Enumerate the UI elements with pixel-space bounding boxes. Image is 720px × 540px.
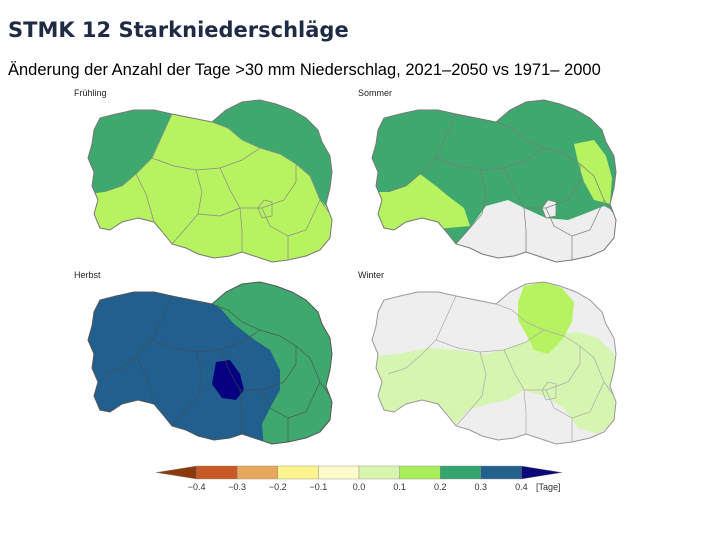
map-label-winter: Winter [358, 270, 385, 280]
colorbar-swatch [440, 465, 482, 480]
slide-title: STMK 12 Starkniederschläge [8, 18, 349, 42]
colorbar-tick-label: −0.3 [228, 482, 246, 492]
colorbar-tick-label: −0.1 [310, 482, 328, 492]
colorbar-tick-label: 0.3 [475, 482, 488, 492]
colorbar-ticks: −0.4 −0.3 −0.2 −0.1 0.0 0.1 0.2 0.3 0.4 [188, 482, 528, 492]
map-panel-spring: Frühling [74, 88, 354, 268]
map-winter [371, 281, 617, 445]
colorbar-tick-label: −0.2 [269, 482, 287, 492]
colorbar-tick-label: 0.2 [434, 482, 447, 492]
map-label-autumn: Herbst [74, 270, 101, 280]
map-summer [371, 99, 617, 263]
colorbar-tick-label: 0.4 [515, 482, 528, 492]
colorbar-swatches [155, 465, 563, 480]
colorbar-unit-label: [Tage] [536, 482, 561, 492]
slide-subtitle: Änderung der Anzahl der Tage >30 mm Nied… [8, 61, 601, 79]
map-label-summer: Sommer [358, 88, 393, 98]
map-panel-summer: Sommer [358, 88, 638, 268]
map-label-spring: Frühling [74, 88, 107, 98]
colorbar-tick-label: −0.4 [188, 482, 206, 492]
colorbar-swatch [196, 465, 238, 480]
colorbar-swatch [480, 465, 522, 480]
colorbar-swatch [236, 465, 278, 480]
map-panel-winter: Winter [358, 270, 638, 450]
colorbar-swatch [358, 465, 400, 480]
colorbar-tick-label: 0.0 [353, 482, 366, 492]
colorbar-swatch [318, 465, 360, 480]
map-autumn [87, 281, 333, 445]
colorbar-swatch [399, 465, 441, 480]
map-spring [87, 99, 333, 263]
colorbar-swatch [277, 465, 319, 480]
colorbar-swatch [155, 465, 197, 480]
colorbar-tick-label: 0.1 [393, 482, 406, 492]
colorbar-svg: −0.4 −0.3 −0.2 −0.1 0.0 0.1 0.2 0.3 0.4 [Tage] [155, 465, 563, 492]
colorbar-swatch [521, 465, 563, 480]
map-panel-autumn: Herbst [74, 270, 354, 450]
colorbar-legend: −0.4 −0.3 −0.2 −0.1 0.0 0.1 0.2 0.3 0.4 [Tage] [150, 462, 580, 498]
